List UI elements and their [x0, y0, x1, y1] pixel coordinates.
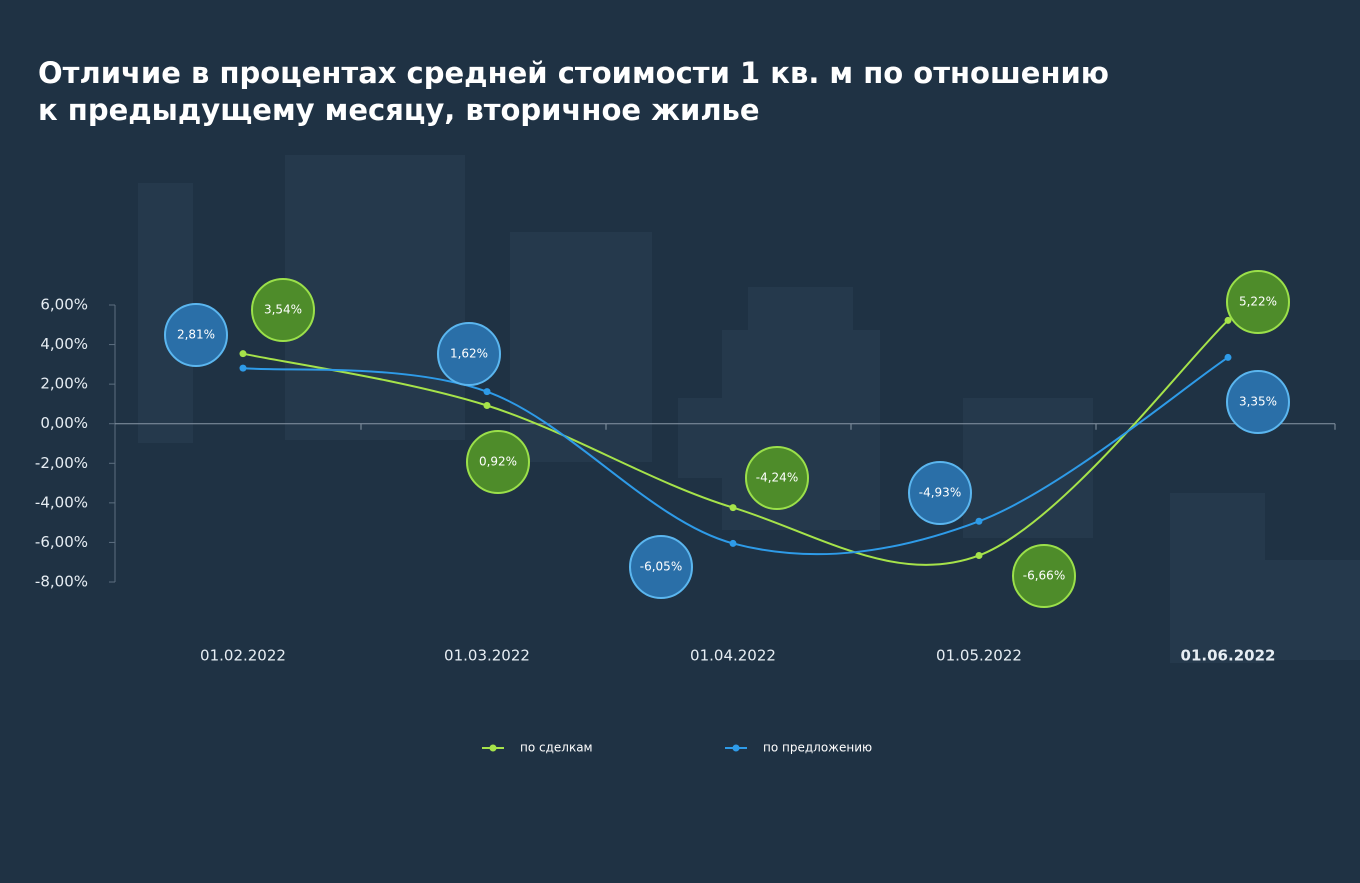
- legend-label: по предложению: [763, 741, 872, 755]
- value-label: 2,81%: [177, 328, 215, 342]
- chart-title: Отличие в процентах средней стоимости 1 …: [38, 56, 1109, 90]
- value-bubble: [437, 322, 501, 386]
- x-tick-label: 01.04.2022: [690, 647, 776, 665]
- point: [729, 539, 737, 547]
- y-tick-label: -4,00%: [35, 493, 88, 511]
- y-tick-label: 6,00%: [40, 296, 88, 314]
- legend-label: по сделкам: [520, 741, 593, 755]
- value-bubble: [629, 535, 693, 599]
- value-label: -4,93%: [919, 486, 961, 500]
- value-bubble: [164, 303, 228, 367]
- legend-marker: [489, 744, 497, 752]
- x-tick-label: 01.03.2022: [444, 647, 530, 665]
- value-label: 3,35%: [1239, 395, 1277, 409]
- value-label: 1,62%: [450, 347, 488, 361]
- y-tick-label: -8,00%: [35, 573, 88, 591]
- x-tick-label: 01.06.2022: [1181, 647, 1276, 665]
- point: [729, 504, 737, 512]
- point: [483, 388, 491, 396]
- value-label: 3,54%: [264, 303, 302, 317]
- value-bubble: [1012, 544, 1076, 608]
- point: [1224, 316, 1232, 324]
- y-tick-label: -2,00%: [35, 454, 88, 472]
- point: [239, 350, 247, 358]
- value-bubble: [1226, 270, 1290, 334]
- y-tick-label: -6,00%: [35, 533, 88, 551]
- y-tick-label: 4,00%: [40, 335, 88, 353]
- legend-marker: [732, 744, 740, 752]
- value-label: 0,92%: [479, 455, 517, 469]
- point: [1224, 353, 1232, 361]
- value-label: 5,22%: [1239, 295, 1277, 309]
- y-tick-label: 2,00%: [40, 375, 88, 393]
- value-bubble: [1226, 370, 1290, 434]
- point: [239, 364, 247, 372]
- x-tick-label: 01.05.2022: [936, 647, 1022, 665]
- value-label: -6,66%: [1023, 569, 1065, 583]
- point: [975, 551, 983, 559]
- value-bubble: [745, 446, 809, 510]
- point: [483, 402, 491, 410]
- value-bubble: [251, 278, 315, 342]
- y-tick-label: 0,00%: [40, 414, 88, 432]
- value-bubble: [466, 430, 530, 494]
- value-label: -6,05%: [640, 560, 682, 574]
- buildings: [138, 155, 1360, 663]
- point: [975, 517, 983, 525]
- x-tick-label: 01.02.2022: [200, 647, 286, 665]
- chart-title: к предыдущему месяцу, вторичное жилье: [38, 93, 760, 127]
- series-line: [242, 319, 1229, 566]
- value-bubble: [908, 461, 972, 525]
- value-label: -4,24%: [756, 471, 798, 485]
